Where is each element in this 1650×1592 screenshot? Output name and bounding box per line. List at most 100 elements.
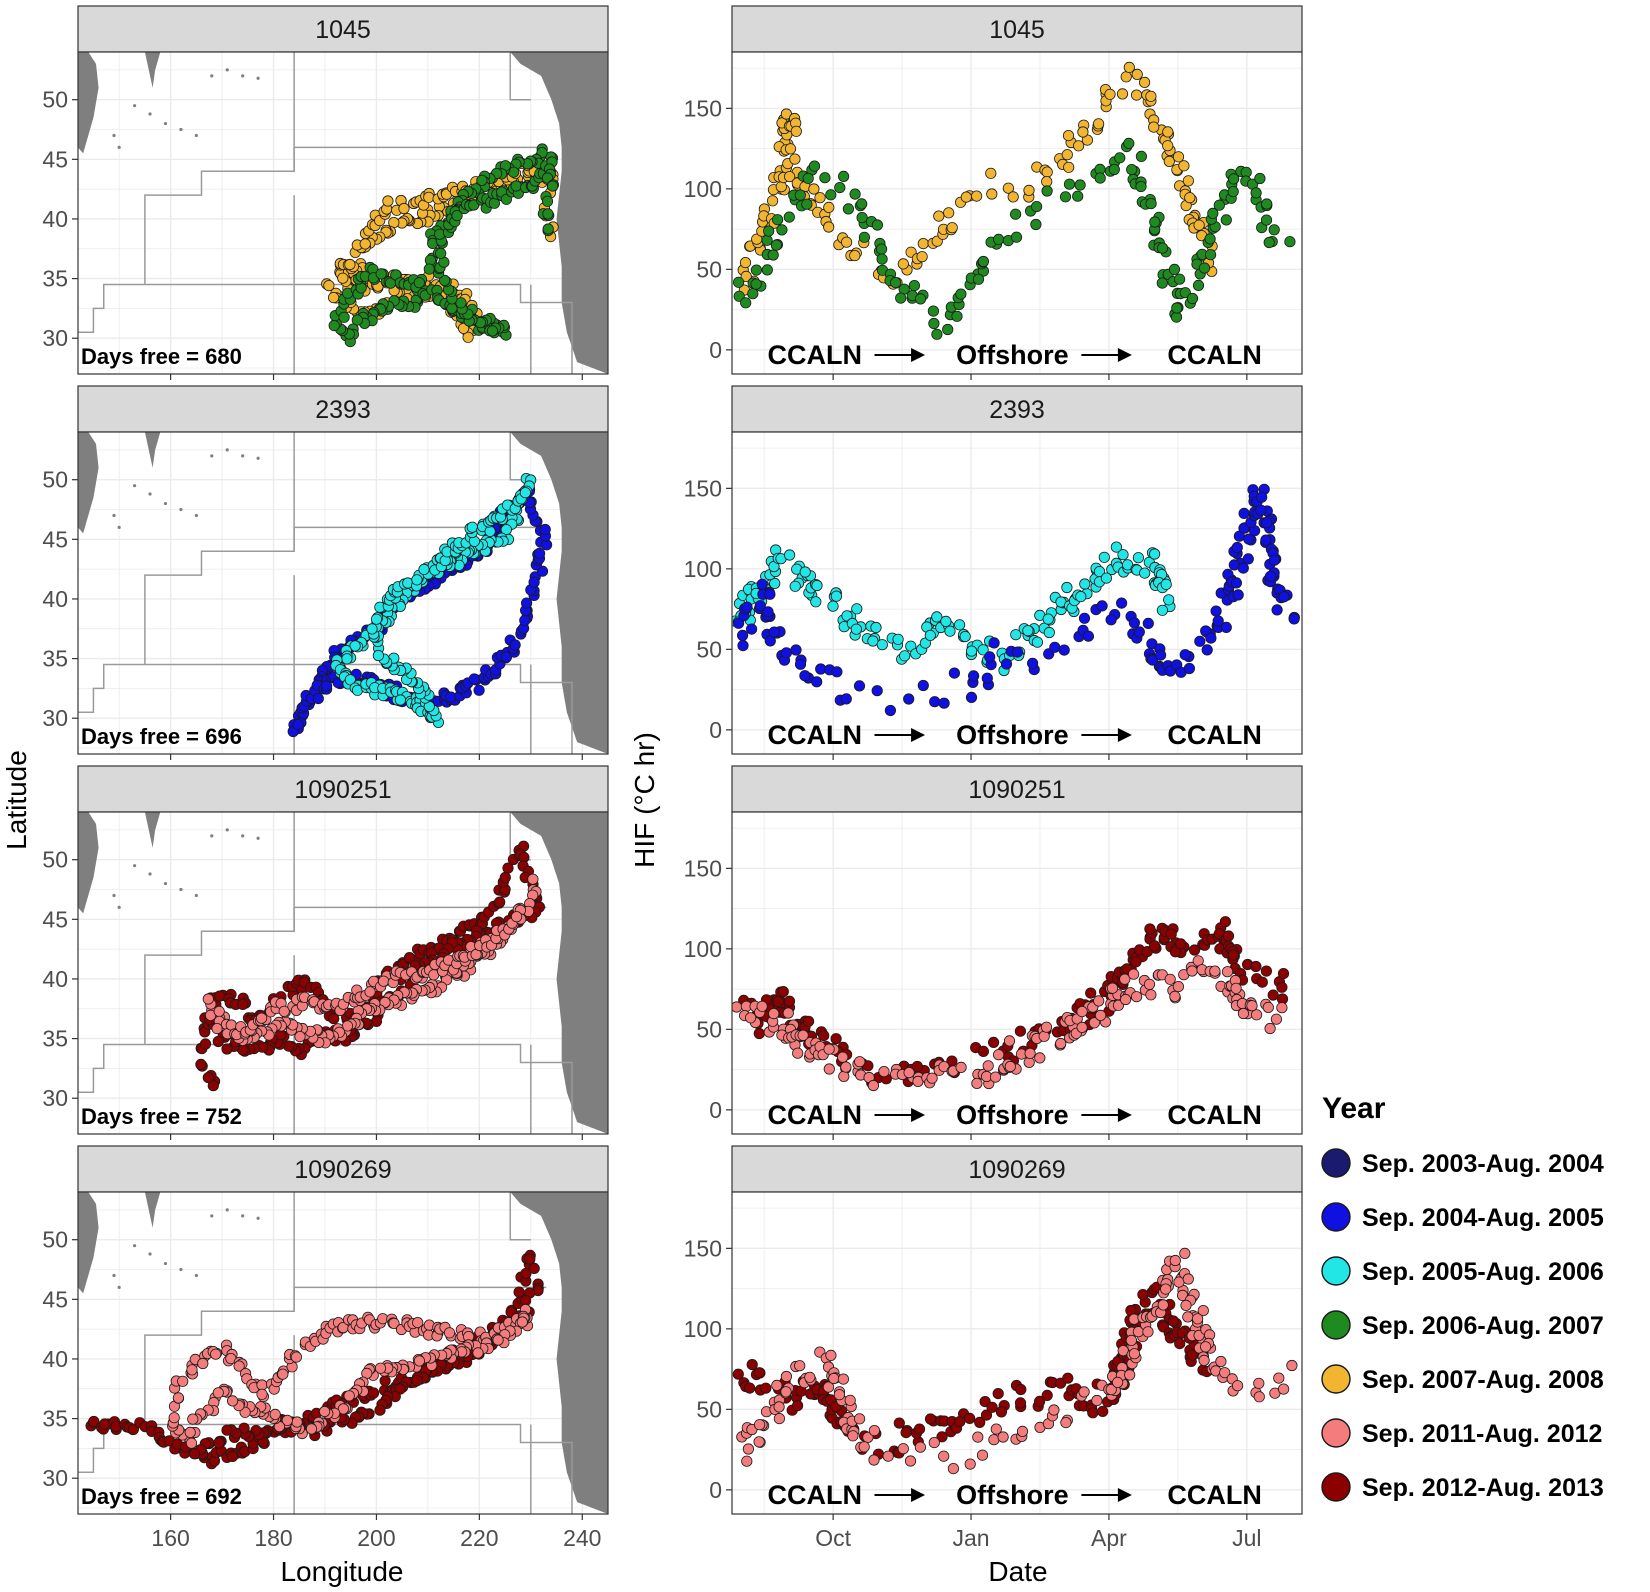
data-point [1157,1299,1169,1311]
data-point [494,896,506,908]
data-point [1205,632,1217,644]
panel-border [77,811,609,1135]
data-point [1041,166,1053,178]
data-point [931,611,943,623]
data-point [423,263,435,275]
y-tick-label: 40 [42,586,68,612]
y-tick-label: 50 [42,467,68,493]
data-point [746,1359,758,1371]
land-kamchatka [78,432,99,534]
data-point [771,1379,783,1392]
y-tick-label: 30 [42,1085,68,1111]
data-point [1256,491,1268,503]
data-point [438,274,451,286]
data-point [1079,578,1091,590]
data-point [1144,923,1156,935]
data-point [1131,991,1143,1003]
island-dot [194,893,198,898]
data-point [1163,594,1175,606]
panel-strip-label: 2393 [315,396,371,424]
data-point [739,256,752,269]
panel-border [731,51,1303,375]
data-point [847,1430,859,1442]
data-point [784,143,797,155]
land-kamchatka-east [144,1192,161,1228]
data-point [870,621,882,634]
data-point [359,238,371,250]
data-point [1074,179,1086,191]
data-point [1108,163,1120,176]
data-point [823,1043,835,1055]
data-point [992,1049,1005,1061]
data-point [213,1005,225,1018]
land-kamchatka-east [144,52,161,88]
legend-item: Sep. 2006-Aug. 2007 [1321,1310,1604,1340]
data-point [328,319,340,332]
data-point [770,239,783,251]
data-point [1169,946,1182,958]
data-point [830,1033,842,1045]
data-point [1096,600,1108,612]
data-point [1251,1009,1263,1021]
data-point [418,563,430,576]
legend-swatch [1321,1148,1351,1178]
data-point [911,1060,923,1073]
data-point [1243,533,1255,545]
region-label-start: CCALN [767,1100,862,1130]
y-tick-label: 150 [684,95,722,121]
data-point [745,623,758,635]
data-point [1194,635,1206,647]
y-tick-label: 30 [42,325,68,351]
data-point [988,637,1000,649]
data-point [1204,233,1216,245]
island-dot [256,456,260,460]
series-sep-2005-aug-2006 [330,472,537,729]
data-point [290,1351,302,1363]
island-dot [194,1273,198,1278]
data-point [1076,1005,1088,1018]
data-point [959,630,971,643]
data-point [1221,966,1234,978]
arrow-head [1117,1108,1132,1122]
data-point [799,670,811,682]
legend: Year Sep. 2003-Aug. 2004 Sep. 2004-Aug. 2… [1321,1092,1604,1502]
panel-hif-1090251: 1090251 0 50 100 150 CCALN Offshore CCALN [684,765,1303,1140]
data-point [291,1416,303,1428]
data-point [773,1413,786,1425]
data-point [1139,567,1151,579]
data-point [379,1375,391,1387]
panel-border [731,431,1303,755]
data-point [1097,1405,1109,1418]
legend-label: Sep. 2005-Aug. 2006 [1362,1258,1604,1286]
data-point [1156,277,1168,289]
data-point [736,629,749,642]
data-point [1263,236,1275,249]
data-point [1133,626,1145,638]
data-point [1284,236,1296,248]
data-point [981,672,993,684]
data-point [1110,541,1123,553]
data-point [197,1357,209,1370]
island-dot [256,1216,260,1220]
data-point [927,305,940,317]
data-point [764,588,776,600]
island-dot [133,484,137,488]
data-point [871,219,884,231]
data-point [202,993,214,1005]
data-point [856,198,868,210]
data-point [1231,541,1243,554]
data-point [305,1423,318,1435]
island-dot [163,121,168,126]
y-tick-label: 100 [684,936,722,962]
hif-ylabel: HIF (°C hr) [629,732,660,868]
island-dot [210,1214,214,1218]
data-point [1262,1001,1274,1014]
data-point [924,629,936,642]
data-point [372,649,384,662]
data-point [233,1360,245,1372]
data-point [995,1406,1008,1418]
data-point [1237,1007,1250,1020]
data-point [1031,636,1044,648]
data-point [172,1392,184,1404]
panel-strip-label: 1090269 [968,1156,1065,1184]
